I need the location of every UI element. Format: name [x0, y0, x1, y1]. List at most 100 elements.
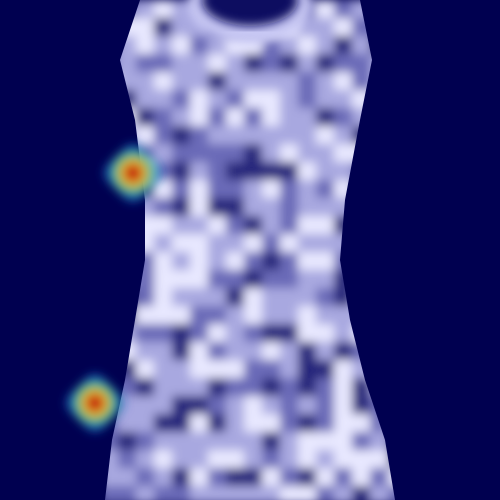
texture-cell	[334, 108, 352, 126]
texture-cell	[334, 414, 352, 432]
texture-cell	[334, 36, 352, 54]
texture-cell	[190, 234, 208, 252]
neckline	[202, 0, 298, 26]
texture-cell	[226, 414, 244, 432]
texture-cell	[244, 216, 262, 234]
texture-cell	[262, 90, 280, 108]
texture-cell	[298, 378, 316, 396]
texture-cell	[262, 54, 280, 72]
texture-cell	[280, 234, 298, 252]
texture-cell	[244, 468, 262, 486]
texture-cell	[298, 198, 316, 216]
texture-cell	[316, 252, 334, 270]
texture-cell	[262, 72, 280, 90]
texture-cell	[208, 252, 226, 270]
texture-cell	[316, 324, 334, 342]
texture-cell	[190, 450, 208, 468]
texture-cell	[154, 216, 172, 234]
texture-cell	[280, 216, 298, 234]
texture-cell	[190, 378, 208, 396]
texture-cell	[136, 72, 154, 90]
texture-cell	[334, 378, 352, 396]
texture-cell	[190, 432, 208, 450]
texture-cell	[136, 0, 154, 18]
texture-cell	[136, 126, 154, 144]
texture-cell	[280, 486, 298, 500]
texture-cell	[190, 198, 208, 216]
texture-cell	[208, 378, 226, 396]
texture-cell	[316, 180, 334, 198]
texture-cell	[316, 36, 334, 54]
texture-cell	[334, 126, 352, 144]
texture-cell	[316, 144, 334, 162]
texture-cell	[352, 36, 370, 54]
texture-cell	[244, 450, 262, 468]
texture-cell	[262, 486, 280, 500]
texture-cell	[190, 252, 208, 270]
texture-cell	[262, 342, 280, 360]
texture-cell	[226, 72, 244, 90]
texture-cell	[190, 144, 208, 162]
texture-cell	[244, 252, 262, 270]
texture-cell	[262, 144, 280, 162]
texture-cell	[172, 234, 190, 252]
texture-cell	[118, 432, 136, 450]
texture-cell	[154, 144, 172, 162]
texture-cell	[172, 54, 190, 72]
texture-cell	[244, 198, 262, 216]
texture-cell	[316, 396, 334, 414]
texture-cell	[262, 324, 280, 342]
texture-cell	[298, 432, 316, 450]
heat-spot	[62, 370, 128, 436]
texture-cell	[226, 468, 244, 486]
texture-cell	[154, 378, 172, 396]
texture-cell	[172, 288, 190, 306]
texture-cell	[172, 324, 190, 342]
texture-cell	[208, 144, 226, 162]
texture-cell	[244, 144, 262, 162]
texture-cell	[334, 144, 352, 162]
texture-cell	[208, 432, 226, 450]
texture-cell	[244, 180, 262, 198]
texture-cell	[280, 360, 298, 378]
texture-cell	[136, 450, 154, 468]
texture-cell	[226, 144, 244, 162]
texture-cell	[136, 432, 154, 450]
texture-cell	[172, 90, 190, 108]
texture-cell	[208, 360, 226, 378]
texture-cell	[280, 126, 298, 144]
texture-cell	[172, 270, 190, 288]
texture-cell	[226, 306, 244, 324]
texture-cell	[226, 360, 244, 378]
texture-cell	[280, 306, 298, 324]
texture-cell	[136, 18, 154, 36]
texture-cell	[280, 342, 298, 360]
texture-cell	[316, 0, 334, 18]
texture-cell	[280, 252, 298, 270]
texture-cell	[226, 342, 244, 360]
texture-cell	[154, 486, 172, 500]
texture-cell	[172, 216, 190, 234]
texture-cell	[298, 324, 316, 342]
texture-cell	[280, 198, 298, 216]
texture-cell	[208, 72, 226, 90]
texture-cell	[280, 144, 298, 162]
texture-cell	[154, 396, 172, 414]
texture-cell	[154, 360, 172, 378]
texture-cell	[334, 342, 352, 360]
texture-cell	[154, 414, 172, 432]
texture-cell	[352, 54, 370, 72]
texture-cell	[316, 90, 334, 108]
texture-cell	[334, 18, 352, 36]
texture-cell	[262, 414, 280, 432]
texture-cell	[172, 162, 190, 180]
texture-cell	[226, 54, 244, 72]
texture-cell	[172, 36, 190, 54]
texture-cell	[208, 324, 226, 342]
texture-cell	[208, 306, 226, 324]
texture-cell	[280, 90, 298, 108]
texture-cell	[226, 90, 244, 108]
texture-cell	[262, 360, 280, 378]
